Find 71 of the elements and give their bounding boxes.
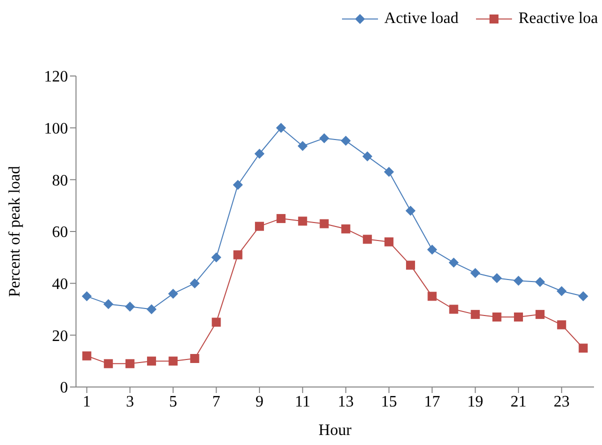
x-tick-label: 15 [380, 393, 397, 410]
point [470, 268, 480, 278]
x-tick-label: 11 [294, 393, 310, 410]
point [233, 250, 242, 260]
point [341, 224, 350, 234]
x-tick-label: 13 [338, 393, 354, 410]
point [82, 351, 92, 360]
x-tick-label: 1 [82, 393, 91, 410]
y-tick-label: 80 [52, 172, 68, 190]
x-tick-label: 23 [554, 393, 570, 410]
x-tick-label: 17 [424, 393, 440, 410]
point [384, 237, 394, 246]
point [536, 310, 545, 319]
point [124, 302, 135, 312]
point [147, 356, 156, 366]
y-tick-label: 0 [60, 380, 68, 397]
point [211, 252, 222, 262]
legend-label: Active load [384, 10, 458, 28]
point [103, 299, 114, 310]
legend-label: Reactive loa [518, 10, 598, 28]
y-tick-label: 20 [52, 328, 68, 345]
point [449, 304, 458, 314]
point [557, 320, 566, 330]
x-tick-label: 9 [255, 393, 264, 410]
point [212, 318, 221, 327]
x-tick-label: 5 [169, 393, 178, 410]
x-tick-label: 7 [212, 393, 220, 410]
point [125, 359, 134, 368]
point [406, 260, 416, 270]
x-tick-label: 19 [467, 393, 484, 410]
point [362, 151, 372, 162]
point [254, 148, 264, 159]
point [104, 359, 113, 368]
point [535, 277, 546, 288]
point [428, 292, 437, 301]
point [190, 278, 200, 288]
point [340, 136, 351, 146]
point [319, 133, 330, 144]
point [513, 276, 524, 286]
point [492, 312, 502, 322]
x-axis-title: Hour [318, 422, 352, 439]
point [276, 214, 286, 224]
point [168, 288, 178, 299]
point [190, 354, 200, 363]
point [578, 291, 588, 302]
y-tick-label: 120 [44, 68, 68, 86]
point [320, 219, 329, 228]
point [254, 222, 264, 231]
point [276, 122, 286, 133]
point [448, 258, 459, 268]
x-tick-label: 21 [510, 393, 526, 410]
point [514, 312, 523, 322]
y-axis-title: Percent of peak load [6, 166, 24, 298]
point [470, 310, 480, 319]
point [578, 344, 588, 353]
point [168, 356, 178, 366]
point [384, 166, 394, 177]
point [406, 206, 416, 216]
point [492, 273, 502, 284]
point [362, 234, 372, 244]
point [427, 244, 438, 255]
y-tick-label: 100 [44, 120, 68, 138]
point [232, 180, 243, 190]
point [82, 291, 92, 302]
point [556, 286, 567, 296]
y-tick-label: 40 [52, 276, 68, 294]
x-tick-label: 3 [126, 393, 134, 410]
point [298, 216, 308, 226]
point [146, 304, 157, 314]
y-tick-label: 60 [52, 224, 68, 242]
point [298, 140, 308, 151]
